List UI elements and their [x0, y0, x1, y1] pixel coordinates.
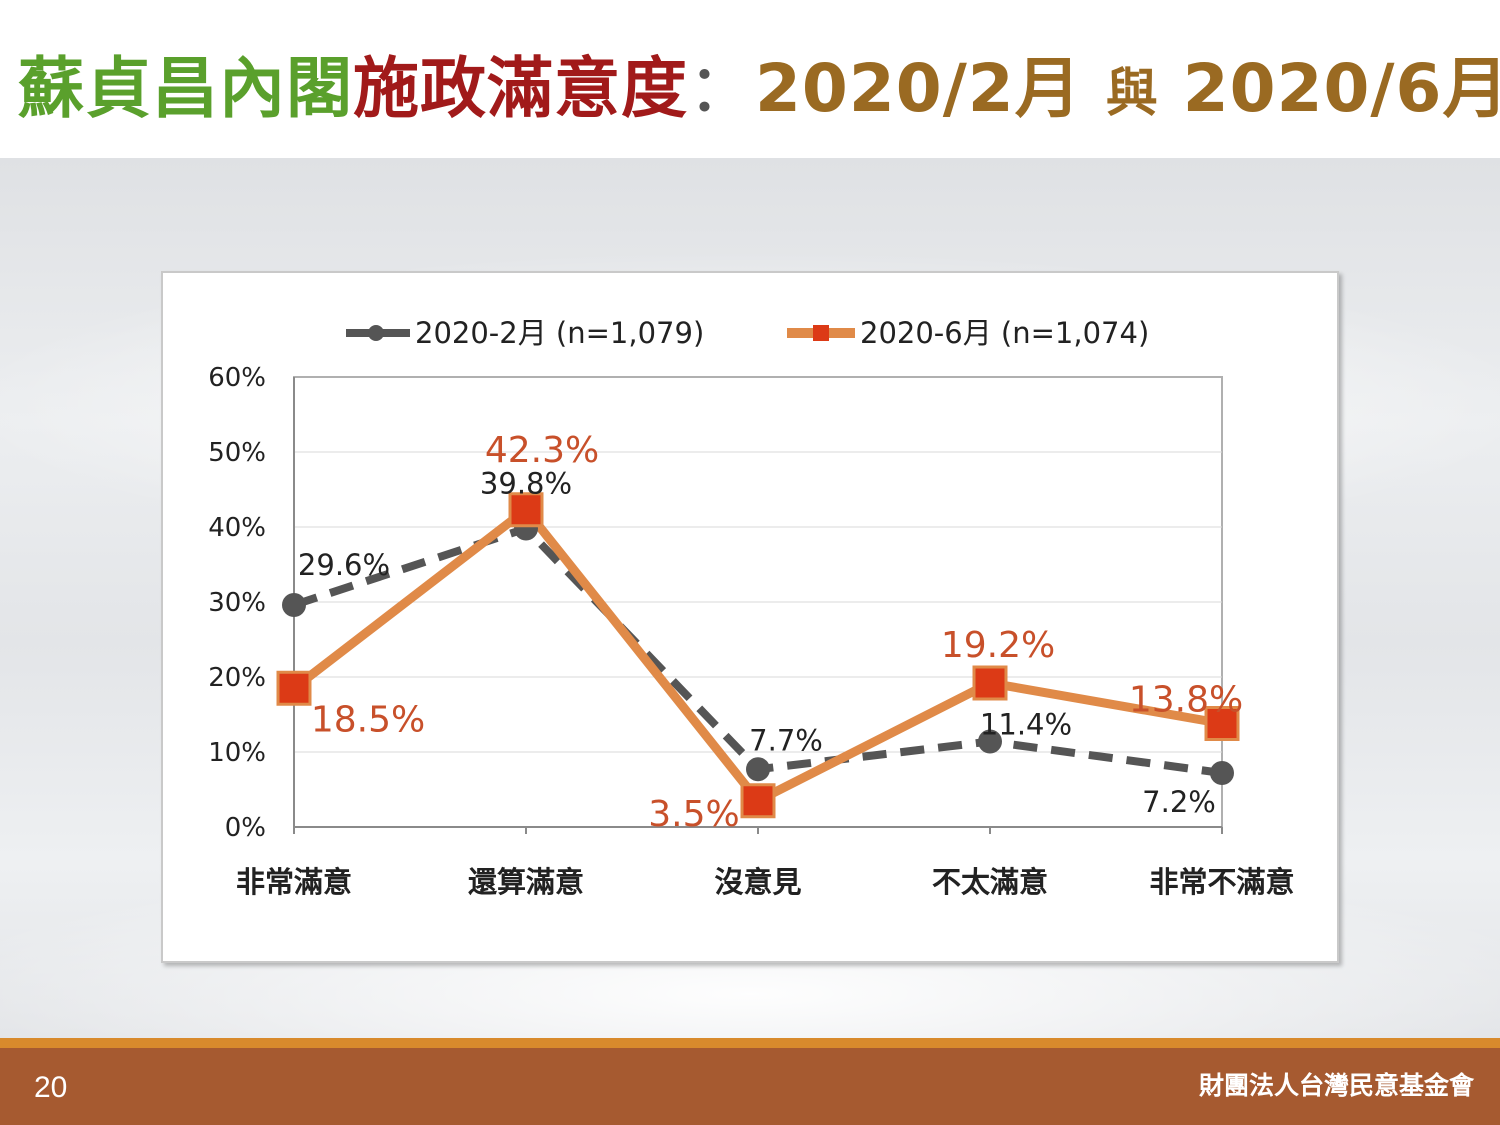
title-connector: 與 — [1105, 64, 1159, 124]
data-label-feb: 7.7% — [749, 723, 823, 757]
x-category-label: 還算滿意 — [468, 865, 584, 899]
data-label-feb: 7.2% — [1142, 785, 1216, 819]
title-topic: 施政滿意度 — [353, 50, 688, 127]
data-point-jun — [1204, 706, 1240, 741]
title-subject: 蘇貞昌內閣 — [18, 50, 353, 127]
line-chart: 0% 10% 20% 30% 40% 50% 60% 非常滿意 還算滿意 沒意見 不太滿意 非常不滿意… — [208, 316, 1294, 899]
title-separator: ： — [688, 50, 755, 127]
y-tick-label: 20% — [208, 663, 266, 693]
data-point-jun — [740, 783, 776, 819]
slide-title: 蘇貞昌內閣施政滿意度：2020/2月 與 2020/6月 — [18, 44, 1500, 134]
data-point-feb — [746, 757, 770, 782]
data-point-jun — [508, 492, 544, 528]
data-label-feb: 39.8% — [480, 467, 572, 501]
chart-panel: 0% 10% 20% 30% 40% 50% 60% 非常滿意 還算滿意 沒意見 不太滿意 非常不滿意… — [161, 271, 1339, 963]
data-label-feb: 11.4% — [980, 708, 1072, 742]
legend-marker-feb — [368, 325, 384, 341]
data-label-jun: 19.2% — [941, 625, 1055, 666]
legend-label-feb: 2020-2月 (n=1,079) — [415, 316, 704, 350]
data-point-feb — [282, 593, 306, 617]
footer-bar — [0, 1048, 1500, 1125]
y-tick-label: 60% — [208, 363, 266, 393]
x-category-label: 非常不滿意 — [1149, 865, 1294, 899]
y-tick-label: 50% — [208, 438, 266, 468]
organization-name: 財團法人台灣民意基金會 — [1198, 1071, 1474, 1100]
legend-label-jun: 2020-6月 (n=1,074) — [860, 316, 1149, 350]
data-point-jun — [972, 665, 1008, 701]
footer-accent-strip — [0, 1038, 1500, 1048]
x-category-label: 不太滿意 — [932, 865, 1048, 899]
title-period-b: 2020/6月 — [1182, 50, 1500, 127]
page-number: 20 — [34, 1071, 68, 1104]
x-category-label: 非常滿意 — [236, 865, 352, 899]
title-period-a: 2020/2月 — [755, 50, 1082, 127]
data-point-jun — [276, 670, 312, 706]
y-tick-label: 30% — [208, 588, 266, 618]
data-point-feb — [1210, 761, 1234, 785]
legend-marker-jun — [813, 325, 829, 341]
data-label-jun: 18.5% — [311, 699, 425, 740]
x-category-label: 沒意見 — [714, 865, 801, 899]
data-label-jun: 13.8% — [1129, 680, 1243, 721]
data-label-jun: 3.5% — [648, 794, 739, 835]
y-tick-label: 40% — [208, 513, 266, 543]
y-tick-label: 10% — [208, 738, 266, 768]
data-point-feb — [978, 729, 1002, 754]
data-label-feb: 29.6% — [298, 548, 390, 582]
y-tick-label: 0% — [225, 813, 266, 843]
data-label-jun: 42.3% — [485, 430, 599, 471]
